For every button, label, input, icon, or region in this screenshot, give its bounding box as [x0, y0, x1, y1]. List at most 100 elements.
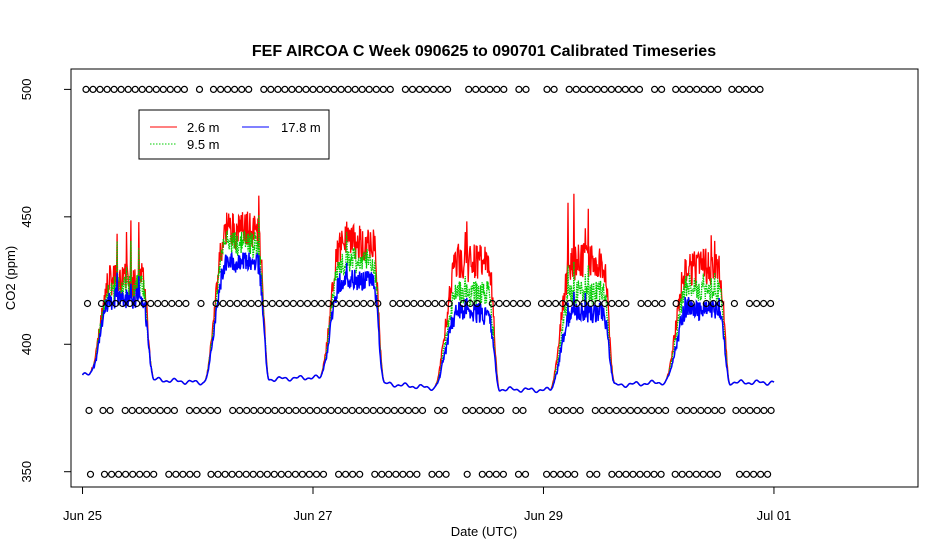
calibration-marker — [543, 85, 551, 94]
calibration-marker — [339, 299, 347, 308]
calibration-marker — [493, 85, 501, 94]
calibration-marker — [295, 85, 303, 94]
calibration-marker — [550, 85, 558, 94]
calibration-marker — [229, 406, 237, 415]
calibration-marker — [292, 406, 300, 415]
calibration-marker — [441, 406, 449, 415]
calibration-marker — [413, 470, 421, 478]
legend-label-9-5m: 9.5 m — [187, 137, 220, 152]
calibration-marker — [445, 299, 453, 308]
calibration-marker — [376, 406, 384, 415]
calibration-marker — [396, 299, 404, 308]
calibration-marker — [356, 470, 364, 478]
calibration-marker — [619, 406, 628, 415]
calibration-marker — [730, 299, 739, 308]
calibration-marker — [282, 299, 290, 308]
calibration-marker — [636, 470, 644, 478]
calibration-marker — [658, 299, 666, 308]
calibration-marker — [512, 406, 520, 415]
calibration-marker — [369, 406, 377, 415]
calibration-marker — [749, 470, 758, 478]
y-tick-label: 400 — [19, 333, 34, 355]
calibration-marker — [542, 470, 551, 478]
calibration-marker — [277, 470, 285, 478]
calibration-marker — [342, 470, 350, 478]
calibration-marker — [186, 470, 194, 478]
calibration-marker — [289, 299, 297, 308]
calibration-marker — [399, 470, 407, 478]
calibration-marker — [485, 470, 493, 478]
calibration-marker — [161, 299, 169, 308]
calibration-marker — [509, 299, 518, 308]
calibration-marker — [580, 299, 588, 308]
calibration-marker — [288, 85, 296, 94]
calibration-marker — [514, 470, 523, 478]
calibration-marker — [365, 85, 373, 94]
calibration-marker — [587, 299, 595, 308]
calibration-marker — [404, 406, 412, 415]
series-line-17-8m — [81, 251, 775, 394]
calibration-marker — [626, 406, 635, 415]
calibration-marker — [154, 299, 162, 308]
calibration-marker — [756, 470, 765, 478]
calibration-marker — [136, 470, 144, 478]
calibration-marker — [138, 85, 146, 94]
calibration-marker — [500, 85, 508, 94]
calibration-marker — [537, 299, 546, 308]
calibration-marker — [299, 406, 307, 415]
calibration-marker — [131, 85, 139, 94]
calibration-marker — [99, 406, 107, 415]
calibration-marker — [759, 299, 768, 308]
calibration-marker — [683, 406, 691, 415]
calibration-marker — [760, 406, 768, 415]
calibration-marker — [334, 406, 342, 415]
calibration-marker — [472, 85, 480, 94]
calibration-marker — [250, 406, 258, 415]
calibration-marker — [348, 406, 356, 415]
calibration-marker — [466, 299, 474, 308]
calibration-marker — [143, 470, 151, 478]
calibration-marker — [497, 406, 505, 415]
y-axis-label: CO2 (ppm) — [3, 246, 18, 310]
calibration-marker — [240, 299, 248, 308]
calibration-marker — [114, 470, 123, 478]
x-axis-label: Date (UTC) — [451, 524, 517, 539]
calibration-marker — [233, 299, 241, 308]
calibration-marker — [521, 470, 530, 478]
calibration-marker — [463, 470, 471, 478]
calibration-marker — [661, 406, 670, 415]
calibration-marker — [389, 299, 397, 308]
calibration-marker — [716, 299, 725, 308]
y-axis: 350 400 450 500 — [19, 79, 72, 483]
calibration-marker — [600, 85, 608, 94]
y-tick-label: 500 — [19, 79, 34, 101]
calibration-marker — [330, 85, 338, 94]
calibration-marker — [558, 299, 567, 308]
x-tick-label: Jun 25 — [63, 508, 102, 523]
calibration-marker — [285, 406, 293, 415]
calibration-marker — [385, 470, 393, 478]
calibration-marker — [100, 470, 109, 478]
calibration-marker — [140, 299, 148, 308]
calibration-marker — [495, 299, 503, 308]
calibration-marker — [562, 406, 570, 415]
calibration-marker — [124, 85, 132, 94]
calibration-marker — [605, 406, 614, 415]
calibration-marker — [305, 470, 313, 478]
x-tick-label: Jul 01 — [757, 508, 792, 523]
calibration-marker — [549, 470, 558, 478]
calibration-marker — [195, 85, 204, 94]
calibration-marker — [732, 406, 740, 415]
calibration-marker — [383, 406, 391, 415]
calibration-marker — [243, 406, 251, 415]
calibration-marker — [156, 406, 164, 415]
calibration-marker — [614, 85, 623, 94]
calibration-marker — [179, 470, 187, 478]
calibration-marker — [742, 470, 751, 478]
calibration-marker — [267, 85, 275, 94]
calibration-marker — [544, 299, 553, 308]
calibration-marker — [147, 299, 155, 308]
calibration-marker — [415, 85, 424, 94]
calibration-marker — [478, 470, 486, 478]
calibration-marker — [629, 470, 637, 478]
